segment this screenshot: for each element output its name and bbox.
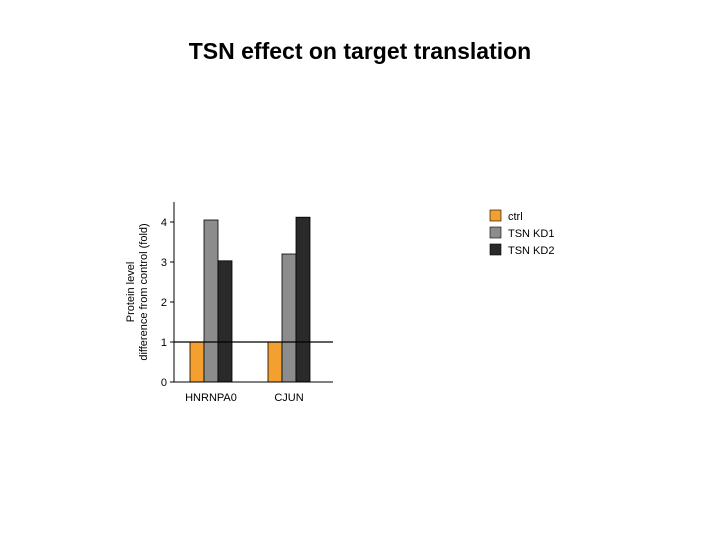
bar-cjun-tsn-kd1 xyxy=(281,253,297,383)
y-axis-title-line: Protein level xyxy=(125,262,137,323)
bar-hnrnpa0-ctrl xyxy=(189,341,205,383)
bar-hnrnpa0-tsn-kd2 xyxy=(217,260,233,383)
legend-swatch-tsn-kd1 xyxy=(489,226,502,239)
y-axis-title-line: difference from control (fold) xyxy=(138,223,150,360)
y-axis-title: Protein leveldifference from control (fo… xyxy=(125,223,150,360)
axes-group: HNRNPA0 CJUN 0 1 2 3 4 Protein leveldifference … xyxy=(125,202,333,404)
legend-swatch-ctrl xyxy=(489,209,502,222)
legend-label: TSN KD1 xyxy=(508,228,554,240)
slide-title: TSN effect on target translation xyxy=(188,38,532,64)
y-tick-label: 3 xyxy=(161,257,167,269)
y-tick-label: 0 xyxy=(161,377,167,389)
y-tick-label: 2 xyxy=(161,297,167,309)
y-tick-label: 4 xyxy=(161,217,167,229)
legend-label: TSN KD2 xyxy=(508,245,554,257)
legend-label: ctrl xyxy=(508,211,523,223)
category-label: CJUN xyxy=(274,392,303,404)
legend: ctrl TSN KD1 TSN KD2 xyxy=(489,209,554,257)
legend-swatch-tsn-kd2 xyxy=(489,243,502,256)
bar-cjun-ctrl xyxy=(267,341,283,383)
bar-cjun-tsn-kd2 xyxy=(295,216,311,383)
bar-hnrnpa0-tsn-kd1 xyxy=(203,219,219,383)
bars-group xyxy=(189,216,311,383)
category-label: HNRNPA0 xyxy=(185,392,237,404)
y-tick-label: 1 xyxy=(161,337,167,349)
